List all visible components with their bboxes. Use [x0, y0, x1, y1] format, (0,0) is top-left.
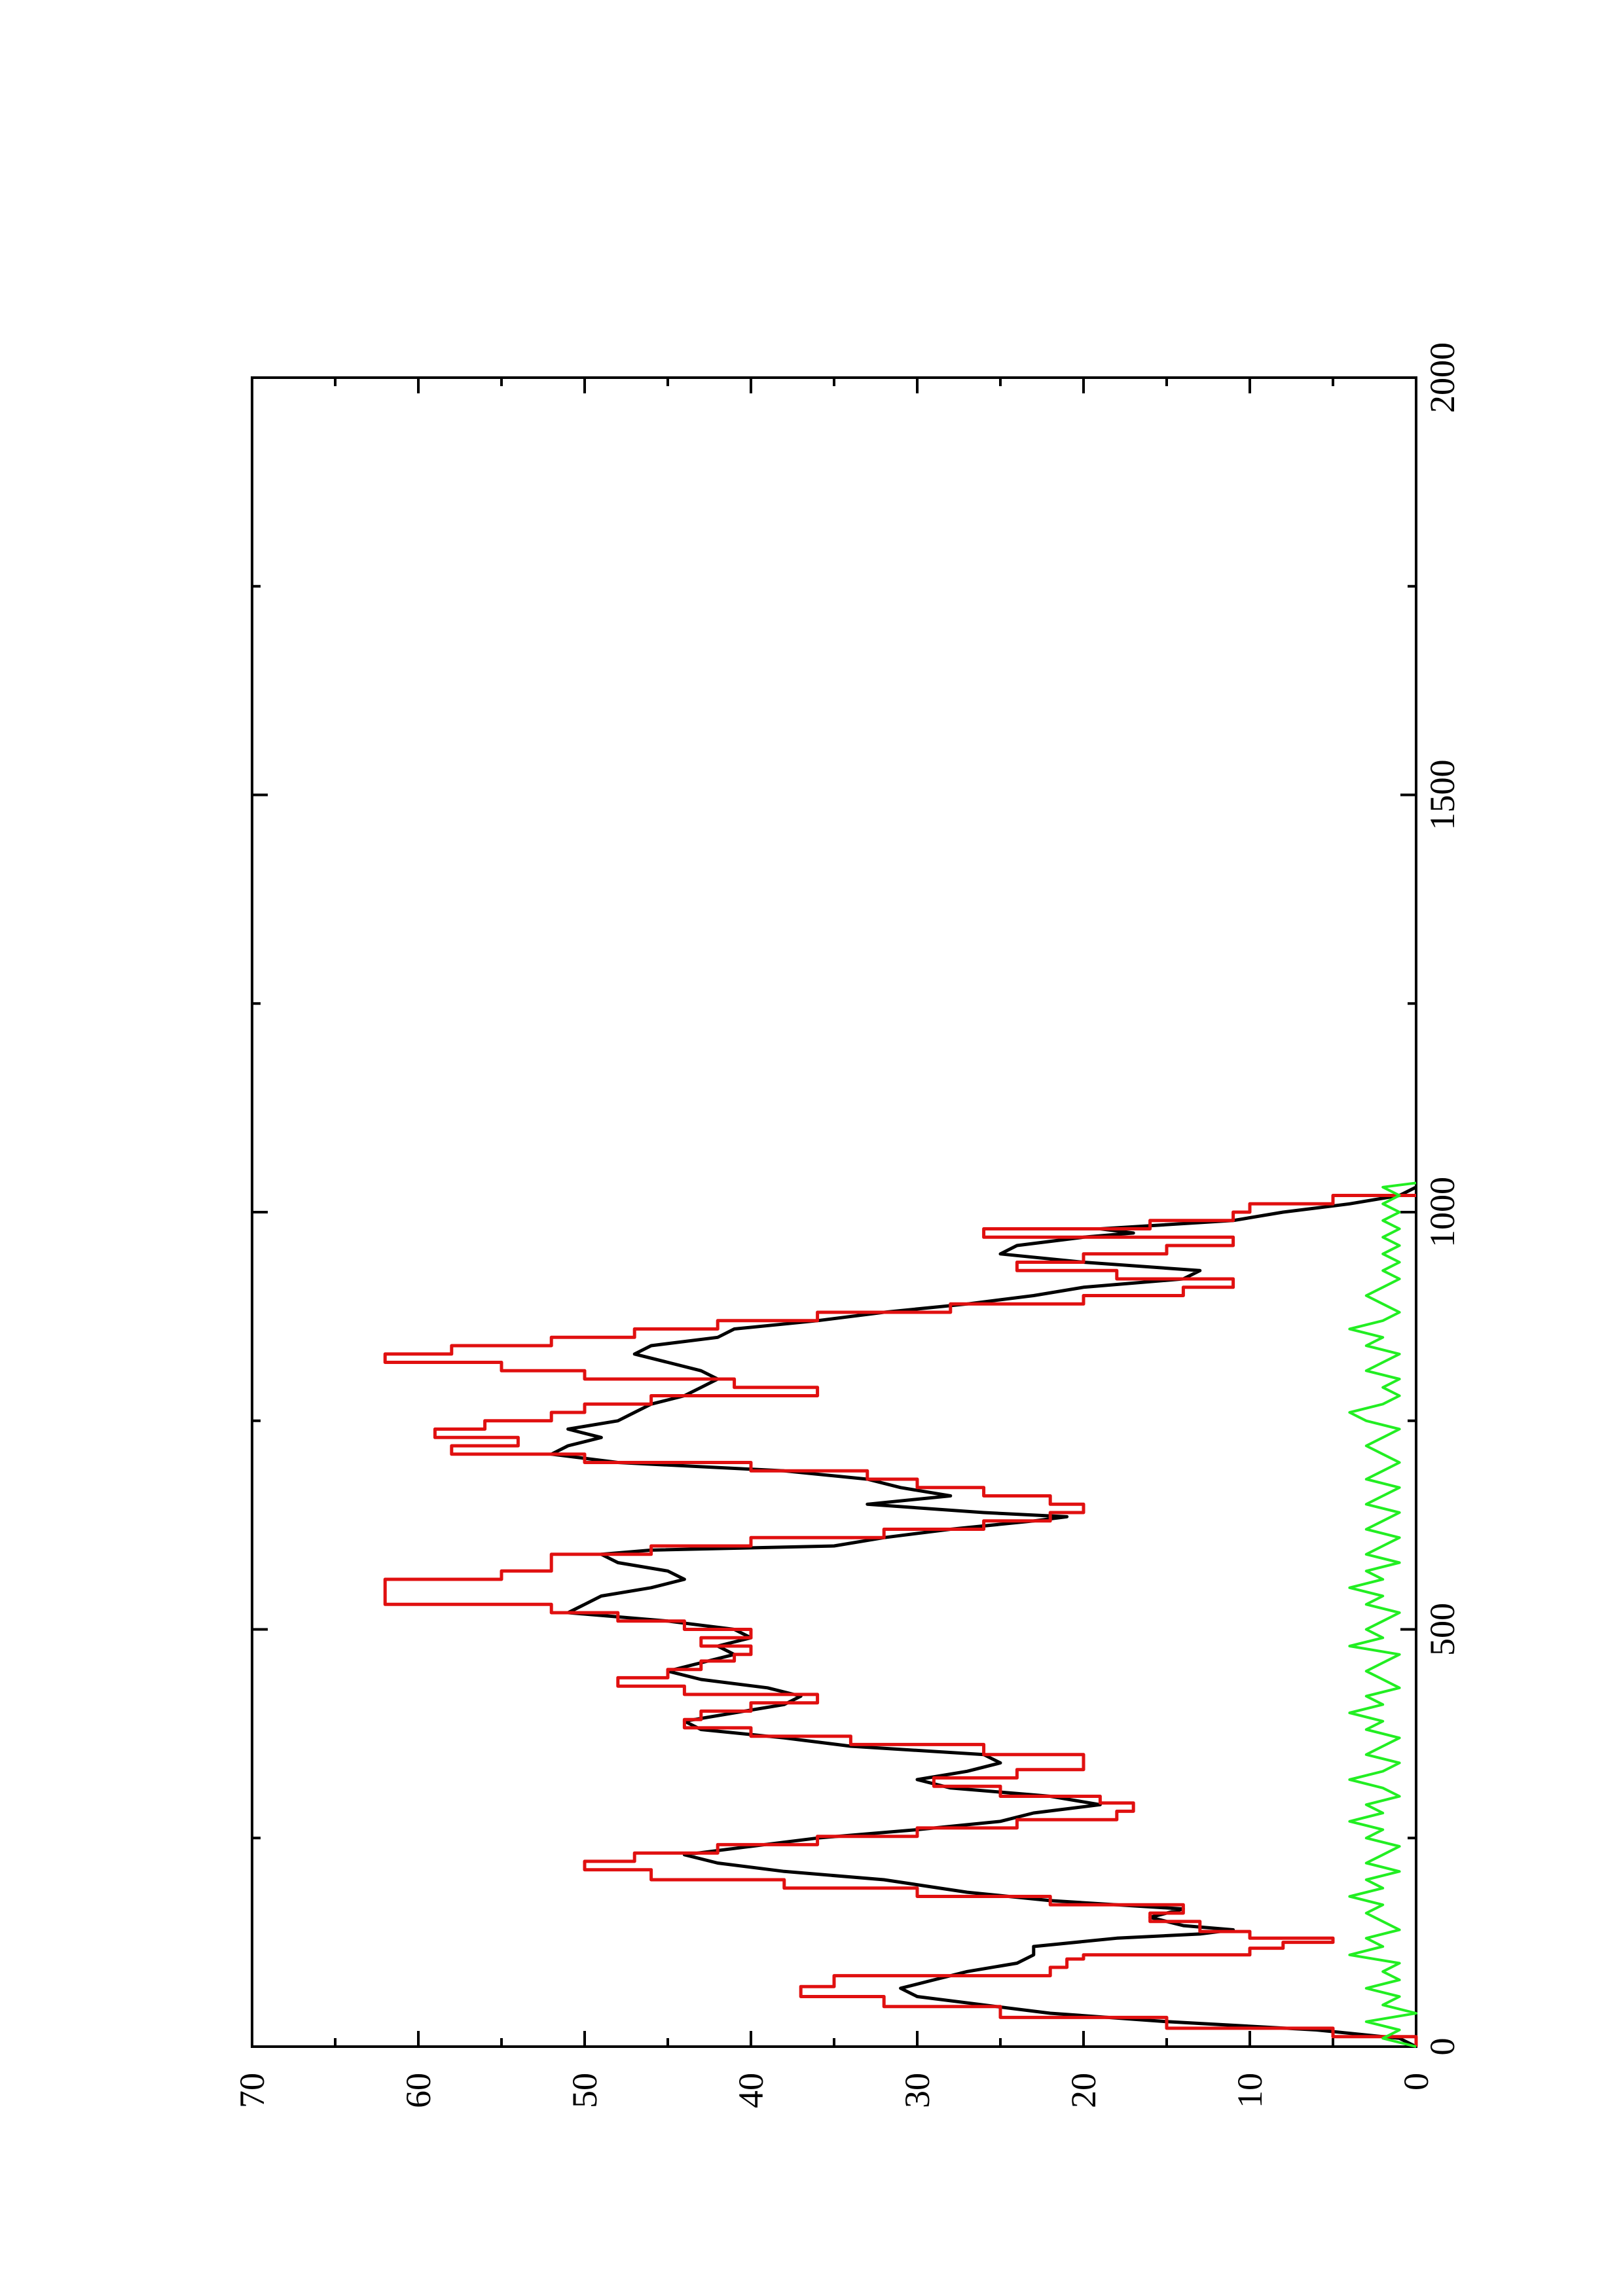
series-line-2 — [383, 1194, 1418, 2047]
y-tick-label: 70 — [232, 2073, 272, 2108]
series-group — [383, 1181, 1418, 2049]
x-tick-label: 1000 — [1423, 1177, 1462, 1247]
series-line-3 — [1348, 1181, 1417, 2048]
tick-labels: 0 500 1000 1500 2000 0 10 20 30 40 50 60 70 — [232, 342, 1462, 2108]
y-tick-label: 0 — [1396, 2073, 1436, 2090]
x-tick-label: 1500 — [1423, 760, 1462, 831]
series-line-1 — [549, 1185, 1417, 2049]
y-tick-label: 60 — [399, 2073, 438, 2108]
y-tick-label: 40 — [731, 2073, 771, 2108]
plot-area — [251, 376, 1417, 2048]
y-tick-label: 30 — [898, 2073, 937, 2108]
x-tick-label: 500 — [1423, 1603, 1462, 1656]
x-tick-label: 2000 — [1423, 342, 1462, 413]
y-tick-label: 50 — [565, 2073, 604, 2108]
y-tick-label: 10 — [1230, 2073, 1269, 2108]
x-tick-label: 0 — [1423, 2038, 1462, 2056]
y-tick-label: 20 — [1064, 2073, 1103, 2108]
